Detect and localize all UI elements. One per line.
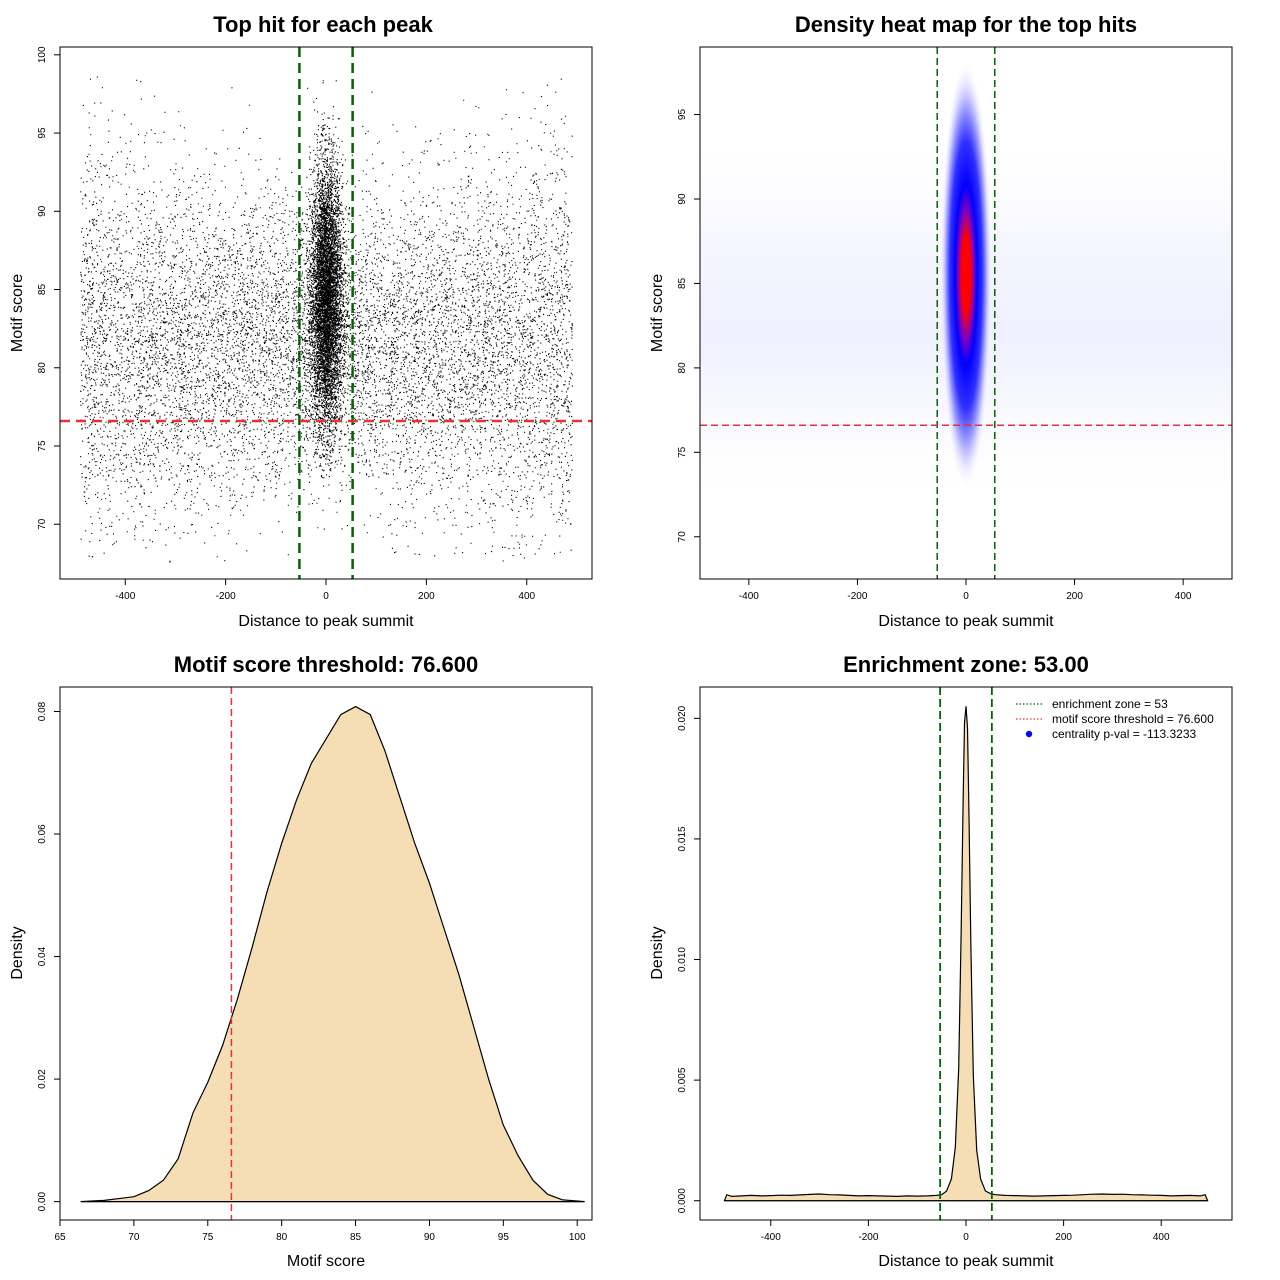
y-axis-label: Motif score	[649, 274, 666, 352]
y-tick-label: 70	[677, 531, 688, 543]
x-tick-label: 80	[276, 1232, 288, 1243]
y-tick-label: 75	[37, 440, 48, 452]
chart-title: Density heat map for the top hits	[795, 12, 1137, 37]
x-tick-label: 65	[54, 1232, 66, 1243]
chart-title: Top hit for each peak	[213, 12, 433, 37]
chart-title: Enrichment zone: 53.00	[843, 652, 1089, 677]
legend-label: motif score threshold = 76.600	[1052, 712, 1214, 726]
y-tick-label: 0.02	[37, 1069, 48, 1089]
y-tick-label: 0.00	[37, 1191, 48, 1211]
heatmap-cells	[700, 60, 1232, 503]
y-ticks: 70 75 80 85 90 95	[677, 109, 700, 543]
y-tick-label: 0.08	[37, 701, 48, 721]
x-tick-label: 200	[1055, 1232, 1072, 1243]
y-ticks: 70 75 80 85 90 95 100	[37, 46, 60, 530]
x-ticks: -400 -200 0 200 400	[739, 579, 1192, 602]
x-tick-label: -400	[115, 591, 135, 602]
y-tick-label: 80	[677, 362, 688, 374]
x-tick-label: 100	[569, 1232, 586, 1243]
x-tick-label: 75	[202, 1232, 214, 1243]
y-tick-label: 95	[677, 109, 688, 121]
y-tick-label: 90	[37, 205, 48, 217]
scatter-points	[80, 76, 573, 563]
y-tick-label: 85	[37, 284, 48, 296]
legend-item-centrality: centrality p-val = -113.3233	[1025, 727, 1197, 741]
x-ticks: 65 70 75 80 85 90 95 100	[54, 1220, 586, 1243]
reference-lines	[939, 687, 993, 1220]
x-ticks: -400 -200 0 200 400	[115, 579, 536, 602]
x-axis-label: Distance to peak summit	[238, 613, 414, 630]
y-tick-label: 80	[37, 362, 48, 374]
x-tick-label: -200	[858, 1232, 878, 1243]
reference-lines	[60, 47, 592, 579]
legend-item-motif-threshold: motif score threshold = 76.600	[1016, 712, 1214, 726]
y-tick-label: 0.000	[677, 1188, 688, 1213]
x-tick-label: 0	[323, 591, 329, 602]
heatmap-density-core	[940, 60, 992, 490]
y-tick-label: 0.04	[37, 946, 48, 966]
x-tick-label: 0	[963, 591, 969, 602]
x-axis-label: Motif score	[287, 1253, 365, 1270]
enrichment-density-panel: Enrichment zone: 53.00 -400 -200 0 200 400 0…	[649, 652, 1233, 1270]
legend-label: centrality p-val = -113.3233	[1052, 727, 1197, 741]
x-tick-label: 400	[518, 591, 535, 602]
x-tick-label: 400	[1153, 1232, 1170, 1243]
x-tick-label: 0	[963, 1232, 969, 1243]
y-tick-label: 0.020	[677, 705, 688, 730]
legend-label: enrichment zone = 53	[1052, 697, 1168, 711]
y-tick-label: 75	[677, 446, 688, 458]
legend-item-enrichment-zone: enrichment zone = 53	[1016, 697, 1168, 711]
x-tick-label: 95	[498, 1232, 510, 1243]
density-area	[80, 705, 585, 1203]
heatmap-panel: Density heat map for the top hits -400 -2…	[649, 12, 1233, 630]
reference-lines	[700, 47, 1232, 579]
y-ticks: 0.00 0.02 0.04 0.06 0.08	[37, 701, 60, 1211]
y-tick-label: 0.005	[677, 1067, 688, 1092]
chart-title: Motif score threshold: 76.600	[174, 652, 478, 677]
x-tick-label: -200	[216, 591, 236, 602]
y-ticks: 0.000 0.005 0.010 0.015 0.020	[677, 705, 700, 1213]
x-tick-label: 400	[1175, 591, 1192, 602]
y-axis-label: Density	[9, 926, 26, 979]
motif-density-panel: Motif score threshold: 76.600 65 70 75 80 85…	[9, 652, 593, 1270]
y-tick-label: 0.06	[37, 824, 48, 844]
scatter-panel: Top hit for each peak -400 -200 0 200 400 70…	[9, 12, 593, 630]
y-tick-label: 85	[677, 277, 688, 289]
x-tick-label: -400	[739, 591, 759, 602]
plot-frame	[59, 686, 593, 1221]
y-tick-label: 90	[677, 193, 688, 205]
y-tick-label: 70	[37, 518, 48, 530]
y-tick-label: 100	[37, 46, 48, 63]
x-ticks: -400 -200 0 200 400	[761, 1220, 1170, 1243]
x-tick-label: 200	[1066, 591, 1083, 602]
y-tick-label: 0.010	[677, 947, 688, 972]
x-axis-label: Distance to peak summit	[878, 1253, 1054, 1270]
y-axis-label: Density	[649, 926, 666, 979]
scatter-points-path	[80, 76, 573, 563]
y-tick-label: 0.015	[677, 826, 688, 851]
x-tick-label: -400	[761, 1232, 781, 1243]
x-tick-label: 90	[424, 1232, 436, 1243]
y-tick-label: 95	[37, 127, 48, 139]
legend: enrichment zone = 53 motif score thresho…	[1016, 697, 1214, 741]
density-area	[723, 706, 1209, 1202]
x-tick-label: -200	[847, 591, 867, 602]
x-axis-label: Distance to peak summit	[878, 613, 1054, 630]
y-axis-label: Motif score	[9, 274, 26, 352]
x-tick-label: 85	[350, 1232, 362, 1243]
x-tick-label: 70	[128, 1232, 140, 1243]
legend-dot-icon	[1025, 730, 1033, 738]
x-tick-label: 200	[418, 591, 435, 602]
